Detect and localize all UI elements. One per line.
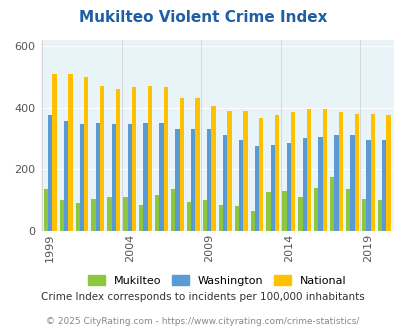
Bar — [44, 189, 48, 231]
Bar — [302, 138, 306, 231]
Bar — [258, 118, 263, 231]
Bar — [270, 145, 274, 231]
Bar — [290, 112, 294, 231]
Bar — [254, 146, 258, 231]
Bar — [222, 135, 227, 231]
Bar — [334, 135, 338, 231]
Bar — [107, 197, 111, 231]
Bar — [370, 114, 374, 231]
Bar — [155, 195, 159, 231]
Bar — [211, 106, 215, 231]
Bar — [111, 124, 116, 231]
Bar — [100, 86, 104, 231]
Bar — [274, 115, 279, 231]
Bar — [175, 129, 179, 231]
Bar — [329, 177, 334, 231]
Bar — [91, 199, 96, 231]
Bar — [195, 98, 199, 231]
Bar — [286, 143, 290, 231]
Bar — [186, 202, 191, 231]
Bar — [127, 124, 132, 231]
Bar — [322, 109, 326, 231]
Bar — [48, 115, 52, 231]
Bar — [377, 200, 381, 231]
Bar — [238, 140, 243, 231]
Text: © 2025 CityRating.com - https://www.cityrating.com/crime-statistics/: © 2025 CityRating.com - https://www.city… — [46, 317, 359, 326]
Bar — [163, 87, 168, 231]
Bar — [147, 86, 152, 231]
Text: Crime Index corresponds to incidents per 100,000 inhabitants: Crime Index corresponds to incidents per… — [41, 292, 364, 302]
Bar — [281, 191, 286, 231]
Bar — [386, 115, 390, 231]
Bar — [338, 112, 342, 231]
Bar — [243, 111, 247, 231]
Bar — [361, 199, 365, 231]
Legend: Mukilteo, Washington, National: Mukilteo, Washington, National — [83, 271, 350, 291]
Bar — [306, 109, 310, 231]
Bar — [381, 140, 386, 231]
Bar — [116, 89, 120, 231]
Bar — [96, 123, 100, 231]
Bar — [143, 123, 147, 231]
Bar — [350, 135, 354, 231]
Text: Mukilteo Violent Crime Index: Mukilteo Violent Crime Index — [79, 10, 326, 25]
Bar — [171, 189, 175, 231]
Bar — [313, 188, 318, 231]
Bar — [365, 140, 370, 231]
Bar — [354, 114, 358, 231]
Bar — [266, 192, 270, 231]
Bar — [75, 203, 80, 231]
Bar — [318, 137, 322, 231]
Bar — [139, 205, 143, 231]
Bar — [298, 197, 302, 231]
Bar — [64, 121, 68, 231]
Bar — [218, 205, 222, 231]
Bar — [80, 124, 84, 231]
Bar — [207, 129, 211, 231]
Bar — [123, 197, 127, 231]
Bar — [84, 77, 88, 231]
Bar — [60, 200, 64, 231]
Bar — [202, 200, 207, 231]
Bar — [179, 98, 183, 231]
Bar — [227, 111, 231, 231]
Bar — [250, 211, 254, 231]
Bar — [68, 74, 72, 231]
Bar — [159, 123, 163, 231]
Bar — [191, 129, 195, 231]
Bar — [52, 74, 56, 231]
Bar — [234, 206, 238, 231]
Bar — [345, 189, 350, 231]
Bar — [132, 87, 136, 231]
